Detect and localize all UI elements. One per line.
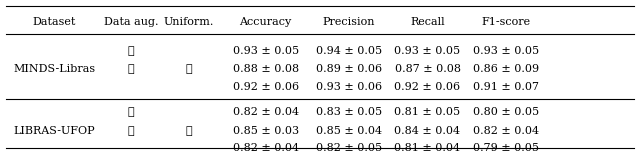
Text: 0.82 ± 0.05: 0.82 ± 0.05 [316, 143, 382, 151]
Text: LIBRAS-UFOP: LIBRAS-UFOP [13, 126, 95, 136]
Text: F1-score: F1-score [481, 17, 530, 27]
Text: ✓: ✓ [128, 108, 134, 117]
Text: 0.93 ± 0.06: 0.93 ± 0.06 [316, 82, 382, 92]
Text: 0.83 ± 0.05: 0.83 ± 0.05 [316, 108, 382, 117]
Text: 0.82 ± 0.04: 0.82 ± 0.04 [232, 143, 299, 151]
Text: Uniform.: Uniform. [164, 17, 214, 27]
Text: ✓: ✓ [128, 46, 134, 56]
Text: 0.81 ± 0.04: 0.81 ± 0.04 [394, 143, 461, 151]
Text: Dataset: Dataset [33, 17, 76, 27]
Text: 0.88 ± 0.08: 0.88 ± 0.08 [232, 64, 299, 74]
Text: 0.93 ± 0.05: 0.93 ± 0.05 [232, 46, 299, 56]
Text: 0.91 ± 0.07: 0.91 ± 0.07 [472, 82, 539, 92]
Text: ✓: ✓ [186, 64, 192, 74]
Text: 0.82 ± 0.04: 0.82 ± 0.04 [472, 126, 539, 136]
Text: 0.79 ± 0.05: 0.79 ± 0.05 [472, 143, 539, 151]
Text: 0.84 ± 0.04: 0.84 ± 0.04 [394, 126, 461, 136]
Text: 0.80 ± 0.05: 0.80 ± 0.05 [472, 108, 539, 117]
Text: Accuracy: Accuracy [239, 17, 292, 27]
Text: 0.85 ± 0.04: 0.85 ± 0.04 [316, 126, 382, 136]
Text: ✓: ✓ [186, 126, 192, 136]
Text: Precision: Precision [323, 17, 375, 27]
Text: 0.94 ± 0.05: 0.94 ± 0.05 [316, 46, 382, 56]
Text: 0.86 ± 0.09: 0.86 ± 0.09 [472, 64, 539, 74]
Text: Data aug.: Data aug. [104, 17, 159, 27]
Text: Recall: Recall [410, 17, 445, 27]
Text: 0.81 ± 0.05: 0.81 ± 0.05 [394, 108, 461, 117]
Text: 0.92 ± 0.06: 0.92 ± 0.06 [394, 82, 461, 92]
Text: ✓: ✓ [128, 64, 134, 74]
Text: 0.85 ± 0.03: 0.85 ± 0.03 [232, 126, 299, 136]
Text: 0.82 ± 0.04: 0.82 ± 0.04 [232, 108, 299, 117]
Text: 0.92 ± 0.06: 0.92 ± 0.06 [232, 82, 299, 92]
Text: 0.93 ± 0.05: 0.93 ± 0.05 [472, 46, 539, 56]
Text: 0.93 ± 0.05: 0.93 ± 0.05 [394, 46, 461, 56]
Text: ✓: ✓ [128, 126, 134, 136]
Text: 0.87 ± 0.08: 0.87 ± 0.08 [394, 64, 461, 74]
Text: 0.89 ± 0.06: 0.89 ± 0.06 [316, 64, 382, 74]
Text: MINDS-Libras: MINDS-Libras [13, 64, 95, 74]
